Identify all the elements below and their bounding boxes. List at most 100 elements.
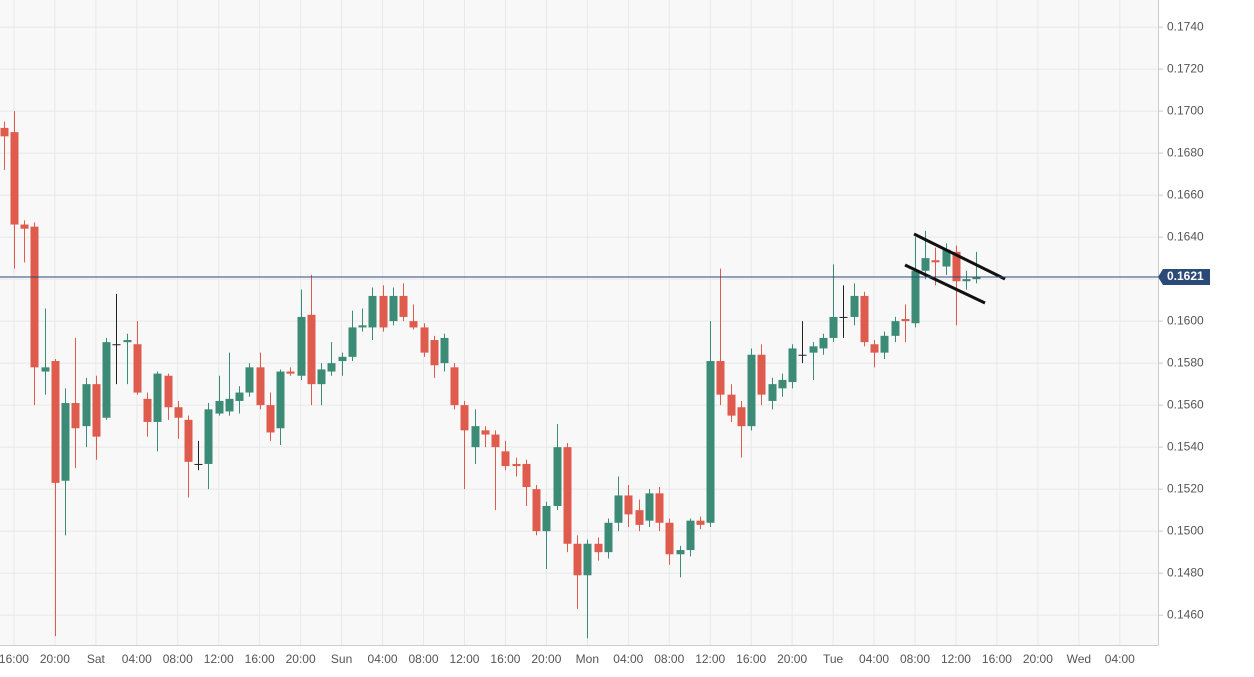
candle-body bbox=[266, 405, 275, 433]
candle-body bbox=[553, 447, 562, 506]
x-tick-label: 20:00 bbox=[777, 652, 807, 666]
x-tick-label: Sat bbox=[87, 652, 106, 666]
candle-body bbox=[297, 316, 306, 376]
candle-body bbox=[501, 451, 510, 467]
candle-body bbox=[604, 522, 613, 553]
candle-body bbox=[389, 295, 398, 322]
candle-body bbox=[307, 314, 316, 385]
candle-body bbox=[665, 522, 674, 555]
candle-body bbox=[317, 369, 326, 385]
candle-body bbox=[450, 367, 459, 406]
trend-line bbox=[913, 232, 1006, 281]
candle-body bbox=[972, 277, 981, 280]
candle-body bbox=[645, 493, 654, 521]
candle-body bbox=[256, 367, 265, 406]
x-tick-label: 20:00 bbox=[1023, 652, 1053, 666]
candle-body bbox=[20, 224, 29, 229]
candle-body bbox=[215, 400, 224, 414]
candle-body bbox=[901, 319, 910, 322]
candle-body bbox=[133, 344, 142, 393]
x-tick-label: 20:00 bbox=[286, 652, 316, 666]
candle-body bbox=[481, 430, 490, 435]
y-tick-label: 0.1720 bbox=[1167, 61, 1204, 75]
candle-body bbox=[870, 344, 879, 353]
grid bbox=[0, 0, 1158, 645]
candle-body bbox=[819, 337, 828, 349]
candle-body bbox=[809, 346, 818, 353]
candle-body bbox=[194, 463, 203, 465]
candle-body bbox=[532, 489, 541, 532]
candle-body bbox=[102, 342, 111, 418]
x-tick-label: 08:00 bbox=[408, 652, 438, 666]
x-tick-label: 08:00 bbox=[163, 652, 193, 666]
plot-background bbox=[0, 0, 1158, 645]
x-tick-label: 12:00 bbox=[941, 652, 971, 666]
candle-body bbox=[143, 398, 152, 422]
y-tick-label: 0.1680 bbox=[1167, 145, 1204, 159]
x-tick-label: Sun bbox=[331, 652, 352, 666]
candle-body bbox=[942, 249, 951, 267]
candle-body bbox=[624, 495, 633, 515]
candle-body bbox=[92, 384, 101, 437]
candle-body bbox=[921, 258, 930, 271]
x-tick-label: 08:00 bbox=[654, 652, 684, 666]
x-tick-label: Mon bbox=[576, 652, 599, 666]
candle-body bbox=[153, 373, 162, 422]
x-tick-label: 12:00 bbox=[695, 652, 725, 666]
candle-body bbox=[471, 426, 480, 448]
candle-body bbox=[594, 543, 603, 553]
candle-body bbox=[931, 260, 940, 263]
candle-body bbox=[30, 226, 39, 368]
candle-body bbox=[778, 379, 787, 389]
candle-body bbox=[911, 270, 920, 324]
x-tick-label: 16:00 bbox=[490, 652, 520, 666]
y-tick-label: 0.1540 bbox=[1167, 439, 1204, 453]
x-tick-label: 12:00 bbox=[449, 652, 479, 666]
candle-body bbox=[368, 295, 377, 328]
x-tick-label: Tue bbox=[823, 652, 844, 666]
candle-body bbox=[71, 403, 80, 429]
x-tick-label: 04:00 bbox=[613, 652, 643, 666]
candle-body bbox=[757, 354, 766, 395]
candle-body bbox=[0, 127, 9, 137]
y-tick-label: 0.1520 bbox=[1167, 481, 1204, 495]
candle-body bbox=[891, 321, 900, 336]
x-tick-label: 04:00 bbox=[859, 652, 889, 666]
candle-body bbox=[440, 337, 449, 364]
candle-body bbox=[61, 403, 70, 481]
candle-body bbox=[737, 407, 746, 427]
x-tick-label: 16:00 bbox=[736, 652, 766, 666]
y-tick-label: 0.1460 bbox=[1167, 607, 1204, 621]
candle-body bbox=[696, 520, 705, 525]
candle-body bbox=[839, 316, 848, 318]
candle-body bbox=[512, 463, 521, 467]
y-tick-label: 0.1640 bbox=[1167, 229, 1204, 243]
candle-body bbox=[204, 409, 213, 464]
candle-body bbox=[747, 354, 756, 427]
candle-body bbox=[768, 384, 777, 401]
candle-body bbox=[614, 495, 623, 523]
last-price-label: 0.1621 bbox=[1167, 269, 1204, 283]
candle-body bbox=[338, 356, 347, 362]
candle-body bbox=[829, 316, 838, 338]
candle-body bbox=[276, 371, 285, 429]
candle-body bbox=[327, 363, 336, 372]
candle-body bbox=[522, 463, 531, 488]
candles bbox=[0, 111, 981, 639]
candle-body bbox=[716, 361, 725, 395]
x-tick-label: 16:00 bbox=[0, 652, 29, 666]
candle-body bbox=[460, 405, 469, 431]
candle-body bbox=[860, 295, 869, 343]
y-tick-label: 0.1660 bbox=[1167, 187, 1204, 201]
candle-body bbox=[82, 384, 91, 427]
candle-body bbox=[655, 493, 664, 523]
x-tick-label: 08:00 bbox=[900, 652, 930, 666]
candle-body bbox=[542, 505, 551, 532]
candle-body bbox=[962, 279, 971, 282]
candle-body bbox=[798, 354, 807, 356]
candle-body bbox=[727, 394, 736, 416]
y-tick-label: 0.1500 bbox=[1167, 523, 1204, 537]
flag-pattern bbox=[904, 232, 1006, 305]
y-tick-label: 0.1600 bbox=[1167, 313, 1204, 327]
